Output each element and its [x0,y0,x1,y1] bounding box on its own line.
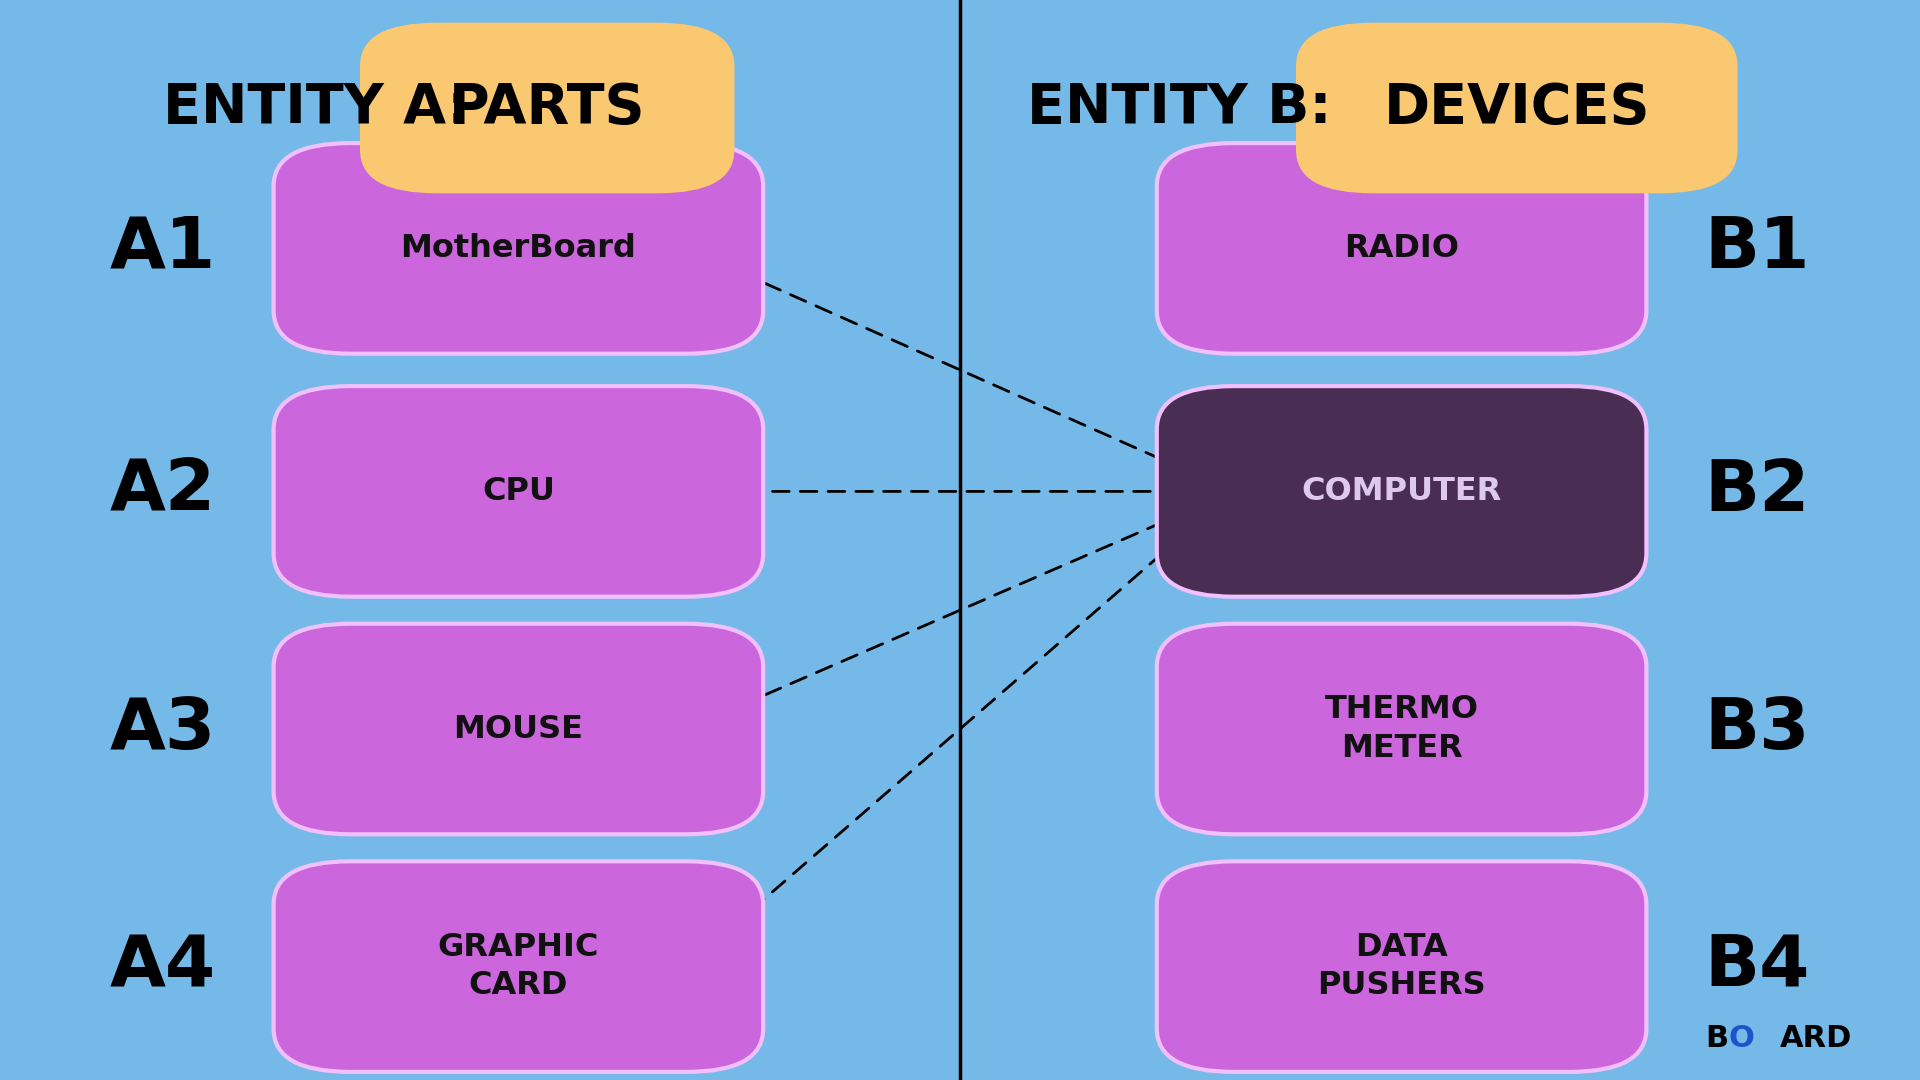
Text: THERMO
METER: THERMO METER [1325,694,1478,764]
Text: DATA
PUSHERS: DATA PUSHERS [1317,932,1486,1001]
Text: MotherBoard: MotherBoard [401,233,636,264]
Text: A2: A2 [109,457,217,526]
Text: A4: A4 [109,932,217,1001]
FancyBboxPatch shape [1296,23,1738,193]
Text: B: B [1705,1024,1728,1053]
Text: ENTITY A:: ENTITY A: [163,81,490,135]
FancyBboxPatch shape [359,23,733,193]
FancyBboxPatch shape [1156,623,1645,834]
Text: CPU: CPU [482,476,555,507]
Text: COMPUTER: COMPUTER [1302,476,1501,507]
FancyBboxPatch shape [275,386,764,596]
FancyBboxPatch shape [1156,386,1645,596]
FancyBboxPatch shape [275,623,764,834]
Text: B3: B3 [1705,694,1809,764]
Text: B4: B4 [1705,932,1809,1001]
Text: PARTS: PARTS [449,81,645,135]
Text: B2: B2 [1705,457,1809,526]
Text: RADIO: RADIO [1344,233,1459,264]
Text: A1: A1 [109,214,217,283]
Text: DEVICES: DEVICES [1384,81,1649,135]
FancyBboxPatch shape [275,143,764,354]
FancyBboxPatch shape [275,862,764,1071]
Text: ENTITY B:: ENTITY B: [1027,81,1352,135]
Text: ARD: ARD [1780,1024,1853,1053]
FancyBboxPatch shape [1156,862,1645,1071]
Text: GRAPHIC
CARD: GRAPHIC CARD [438,932,599,1001]
Text: A3: A3 [109,694,217,764]
Text: B1: B1 [1705,214,1809,283]
Text: MOUSE: MOUSE [453,714,584,744]
Text: O: O [1728,1024,1753,1053]
FancyBboxPatch shape [1156,143,1645,354]
